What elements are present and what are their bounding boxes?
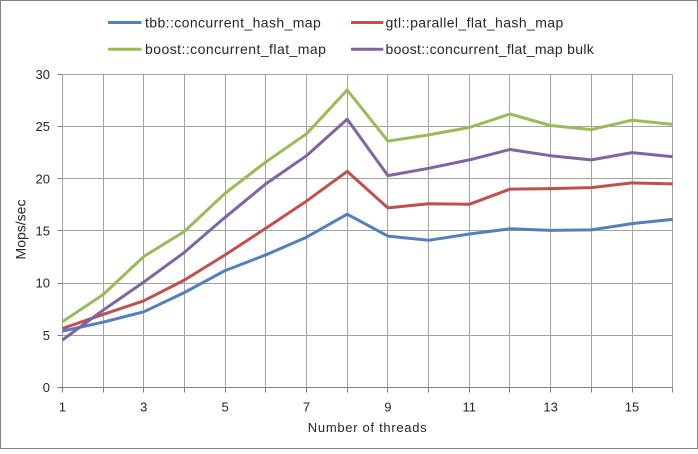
svg-text:13: 13 bbox=[543, 400, 557, 415]
svg-text:10: 10 bbox=[36, 276, 50, 291]
svg-text:tbb::concurrent_hash_map: tbb::concurrent_hash_map bbox=[145, 14, 321, 30]
svg-text:0: 0 bbox=[43, 380, 50, 395]
svg-text:boost::concurrent_flat_map: boost::concurrent_flat_map bbox=[145, 41, 326, 57]
svg-text:3: 3 bbox=[140, 400, 147, 415]
svg-text:7: 7 bbox=[303, 400, 310, 415]
svg-text:15: 15 bbox=[36, 224, 50, 239]
svg-text:15: 15 bbox=[625, 400, 639, 415]
svg-text:9: 9 bbox=[384, 400, 391, 415]
svg-text:25: 25 bbox=[36, 119, 50, 134]
svg-text:gtl::parallel_flat_hash_map: gtl::parallel_flat_hash_map bbox=[386, 14, 564, 30]
svg-text:11: 11 bbox=[463, 400, 477, 415]
svg-text:boost::concurrent_flat_map bul: boost::concurrent_flat_map bulk bbox=[386, 41, 595, 57]
svg-text:30: 30 bbox=[36, 67, 50, 82]
svg-text:Mops/sec: Mops/sec bbox=[13, 200, 29, 260]
svg-text:5: 5 bbox=[43, 328, 50, 343]
svg-text:20: 20 bbox=[36, 171, 50, 186]
svg-text:1: 1 bbox=[59, 400, 66, 415]
svg-text:Number of threads: Number of threads bbox=[308, 420, 428, 435]
svg-text:5: 5 bbox=[221, 400, 228, 415]
